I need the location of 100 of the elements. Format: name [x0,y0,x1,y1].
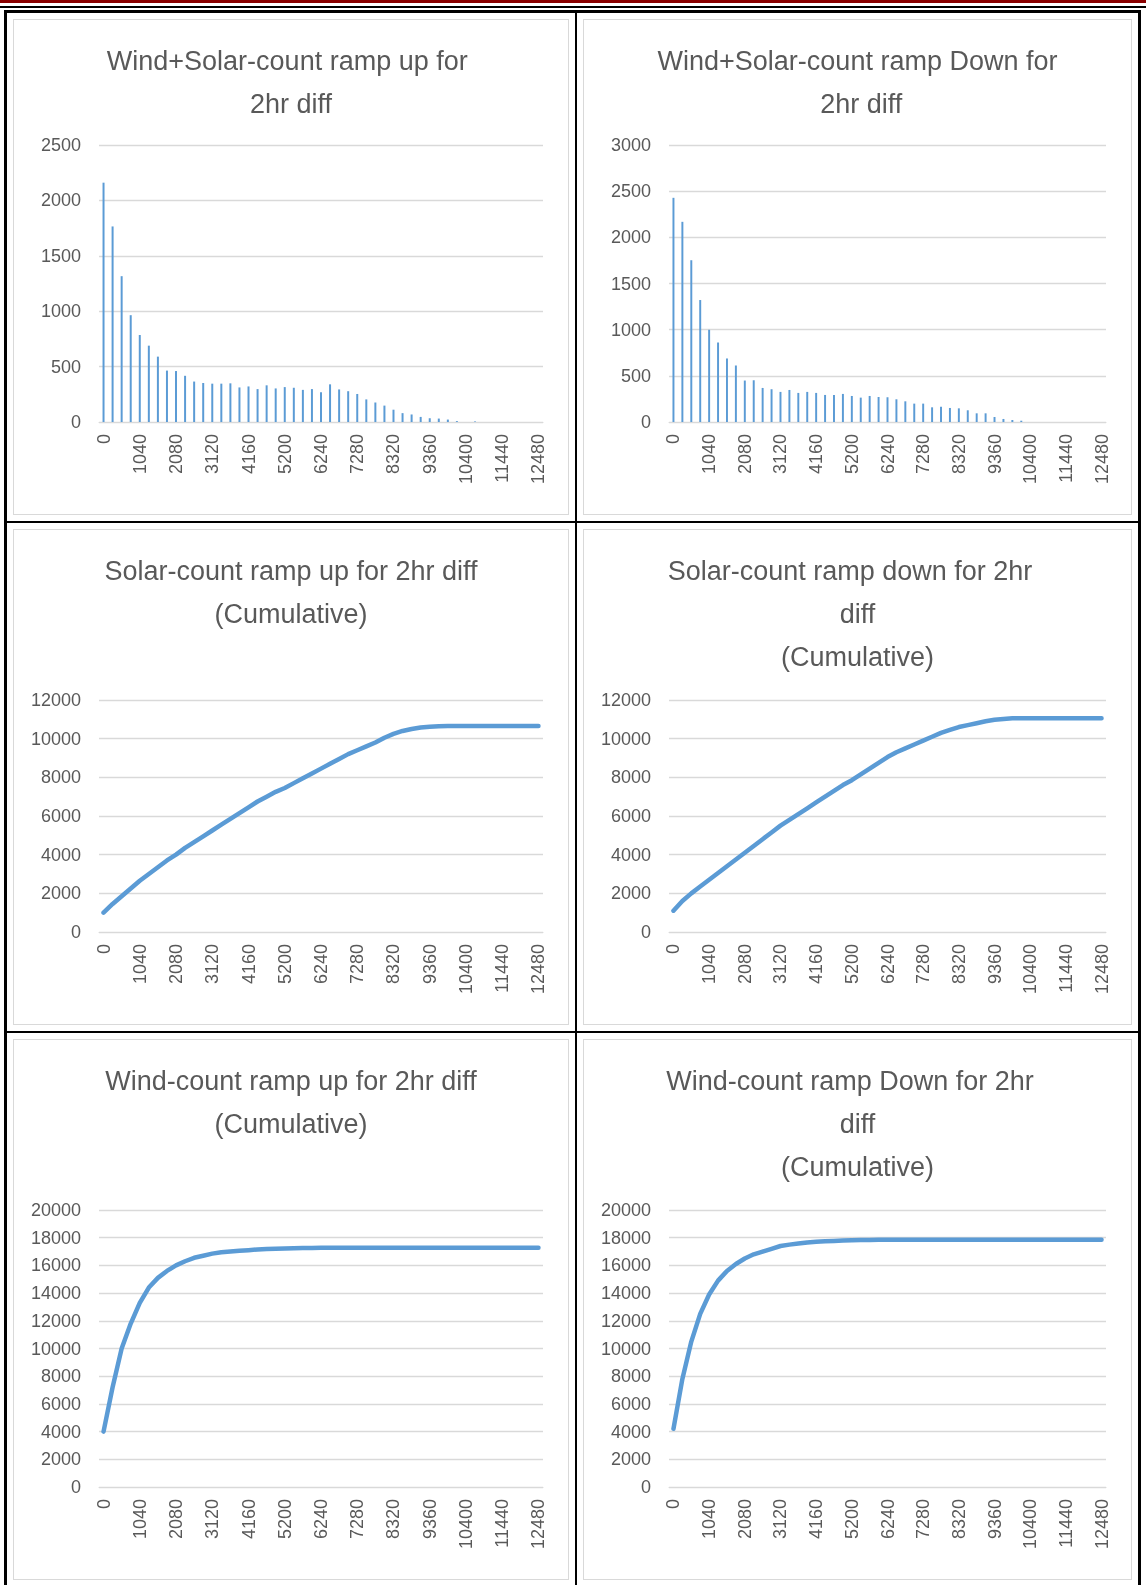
line-series [101,1245,541,1434]
x-tick-label: 11440 [492,1499,513,1548]
y-tick-label: 4000 [610,844,651,865]
chart-title: Wind-count ramp up for 2hr diff (Cumulative) [105,1065,478,1139]
x-tick-label: 0 [93,434,114,445]
bar [165,370,168,422]
y-tick-label: 0 [70,1477,81,1497]
x-tick-label: 3120 [202,944,223,985]
chart-title: Solar-count ramp up for 2hr diff (Cumulative) [104,555,479,629]
x-tick-label: 12480 [528,1499,549,1550]
y-tick-label: 500 [50,356,81,377]
x-tick-label: 8320 [948,434,969,475]
y-tick-label: 1000 [40,301,81,322]
x-tick-label: 1040 [699,1499,720,1540]
bar [102,182,105,422]
y-tick-label: 4000 [40,1421,81,1442]
chart-title: Solar-count ramp down for 2hr diff (Cumulative) [667,555,1048,672]
x-tick-label: 11440 [492,944,513,993]
y-tick-label: 10000 [600,1338,651,1359]
y-tick-label: 6000 [40,1393,81,1414]
x-tick-label: 1040 [129,944,150,985]
x-tick-label: 4160 [806,1499,827,1540]
x-tick-label: 0 [663,944,684,955]
y-tick-label: 1000 [610,319,651,340]
y-tick-label: 2000 [610,1449,651,1470]
chart-title: Wind-count ramp Down for 2hr diff (Cumulative) [666,1065,1049,1182]
y-tick-label: 14000 [30,1283,81,1304]
bar [392,409,395,422]
x-tick-label: 1040 [699,944,720,985]
x-tick-label: 9360 [419,1499,440,1540]
bar [238,387,241,422]
x-tick-label: 5200 [841,434,862,475]
x-tick-label: 2080 [166,434,187,475]
y-tick-label: 20000 [600,1200,651,1220]
x-tick-label: 2080 [734,434,755,475]
y-tick-label: 12000 [600,690,651,710]
x-tick-label: 12480 [1091,944,1112,995]
x-tick-label: 4160 [238,1499,259,1540]
bar [401,413,404,422]
x-tick-label: 10400 [455,1499,476,1550]
y-tick-label: 12000 [30,1310,81,1331]
y-tick-label: 8000 [40,767,81,788]
y-tick-label: 2000 [610,227,651,248]
x-tick-label: 5200 [841,1499,862,1540]
x-tick-label: 9360 [984,944,1005,985]
x-tick-label: 2080 [734,1499,755,1540]
y-tick-label: 6000 [40,806,81,826]
x-tick-label: 11440 [1055,1499,1076,1548]
y-tick-label: 0 [70,922,81,942]
x-tick-label: 5200 [841,944,862,985]
y-tick-label: 12000 [30,690,81,710]
y-tick-label: 10000 [30,1338,81,1359]
y-tick-label: 8000 [610,1366,651,1387]
x-tick-label: 1040 [129,434,150,475]
x-tick-label: 11440 [492,434,513,483]
x-tick-label: 4160 [238,944,259,985]
bar [247,386,250,422]
y-tick-label: 6000 [610,806,651,826]
x-tick-label: 8320 [383,434,404,475]
y-tick-label: 1500 [40,245,81,266]
y-tick-label: 2000 [40,883,81,904]
x-tick-label: 5200 [274,434,295,475]
x-tick-label: 7280 [913,434,934,475]
y-tick-label: 8000 [610,767,651,788]
bar [320,392,322,422]
x-tick-label: 7280 [347,434,368,475]
x-tick-label: 1040 [129,1499,150,1540]
y-tick-label: 4000 [610,1421,651,1442]
x-tick-label: 3120 [770,434,791,475]
x-tick-label: 10400 [455,434,476,485]
x-tick-label: 5200 [274,1499,295,1540]
x-tick-label: 0 [93,944,114,955]
x-tick-label: 7280 [347,944,368,985]
x-tick-label: 4160 [238,434,259,475]
x-tick-label: 8320 [948,1499,969,1540]
y-tick-label: 0 [640,922,651,942]
x-tick-label: 7280 [913,1499,934,1540]
x-tick-label: 3120 [770,1499,791,1540]
line-series [671,716,1104,913]
x-tick-label: 7280 [913,944,934,985]
chart-title: Wind+Solar-count ramp up for 2hr diff [106,45,476,119]
y-tick-label: 2000 [610,883,651,904]
y-tick-label: 4000 [40,844,81,865]
x-tick-label: 12480 [1091,1499,1112,1550]
x-tick-label: 9360 [984,1499,1005,1540]
y-tick-label: 18000 [30,1227,81,1248]
x-tick-label: 9360 [419,434,440,475]
y-tick-label: 0 [640,412,651,432]
x-tick-label: 4160 [806,944,827,985]
bar [310,389,313,422]
x-tick-label: 2080 [166,1499,187,1540]
x-tick-label: 3120 [770,944,791,985]
y-tick-label: 2500 [40,135,81,155]
x-tick-label: 6240 [311,944,331,985]
y-tick-label: 18000 [600,1227,651,1248]
bar [184,375,187,422]
y-tick-label: 2500 [610,181,651,202]
x-tick-label: 9360 [984,434,1005,475]
x-tick-label: 10400 [455,944,476,995]
x-tick-label: 12480 [1091,434,1112,485]
